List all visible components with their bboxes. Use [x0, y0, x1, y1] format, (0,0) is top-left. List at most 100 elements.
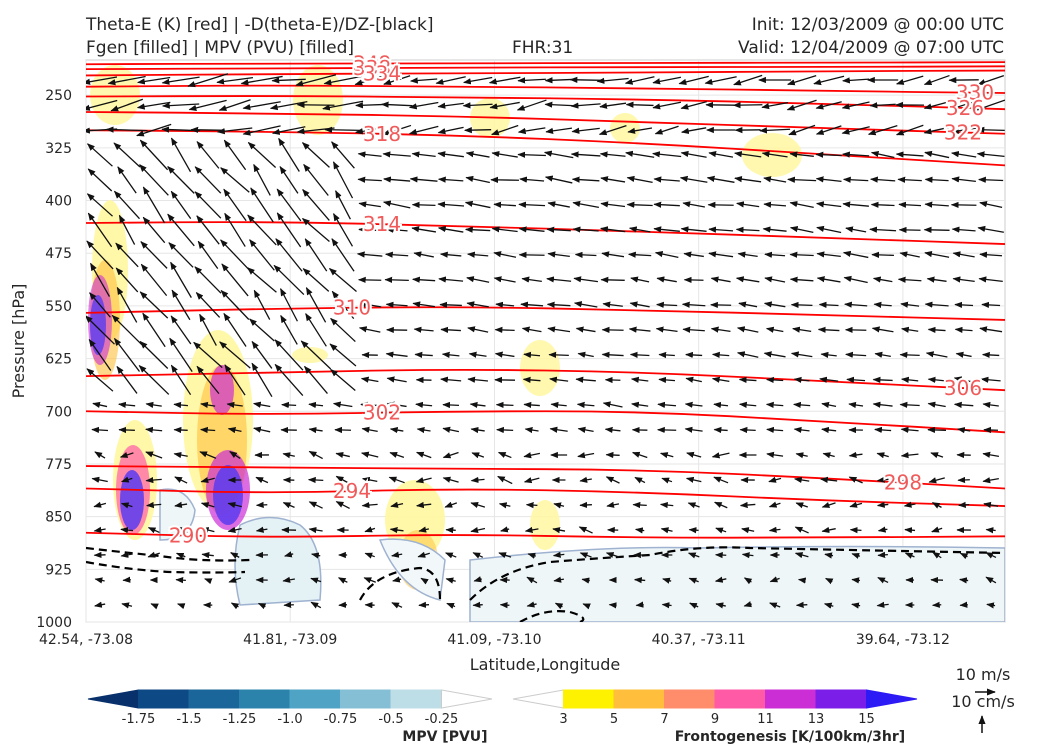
wind-vector — [119, 430, 135, 431]
colorbar-tick: -1.0 — [277, 712, 302, 727]
wind-vector — [873, 380, 892, 381]
mpv-colorbar-label: MPV [PVU] — [402, 729, 487, 745]
colorbar-swatch — [139, 690, 190, 708]
wind-vector — [714, 430, 727, 431]
wind-vector — [446, 530, 455, 531]
wind-vector — [497, 430, 513, 431]
colorbar-swatch — [564, 690, 615, 708]
colorbar-tick: -1.75 — [122, 712, 156, 727]
y-tick-label: 250 — [45, 88, 72, 104]
colorbar-tick: -0.25 — [425, 712, 459, 727]
wind-vector — [797, 605, 808, 606]
y-tick-label: 850 — [45, 510, 72, 526]
colorbar-swatch — [766, 690, 817, 708]
wind-vector — [792, 305, 813, 306]
colorbar-tick: -1.25 — [223, 712, 257, 727]
wind-vector — [878, 555, 888, 556]
vector-key-horizontal: 10 m/s — [956, 665, 1011, 684]
colorbar-swatch — [88, 690, 139, 708]
colorbar-tick: -1.5 — [176, 712, 201, 727]
wind-vector — [609, 605, 616, 606]
wind-vector — [325, 130, 361, 131]
wind-vector — [570, 80, 601, 81]
y-tick-label: 700 — [45, 404, 72, 420]
wind-vector — [626, 105, 653, 106]
wind-vector — [443, 405, 459, 406]
y-tick-label: 925 — [45, 562, 72, 578]
colorbar-tick: -0.5 — [378, 712, 403, 727]
vector-key-vertical: 10 cm/s — [951, 692, 1015, 711]
colorbar-swatch — [391, 690, 442, 708]
wind-vector — [952, 205, 977, 206]
wind-vector — [983, 355, 999, 356]
colorbar-tick: -0.75 — [324, 712, 358, 727]
colorbar-swatch — [867, 690, 918, 708]
wind-vector — [497, 405, 514, 406]
x-axis-label: Latitude,Longitude — [470, 655, 621, 674]
title-right-1: Init: 12/03/2009 @ 00:00 UTC — [752, 15, 1004, 35]
y-tick-label: 475 — [45, 246, 72, 262]
theta-e-label: 306 — [944, 376, 982, 400]
theta-e-label: 290 — [169, 524, 207, 548]
colorbar-tick: 7 — [660, 712, 668, 727]
y-tick-label: 400 — [45, 194, 72, 210]
wind-vector — [413, 205, 436, 206]
theta-e-label: 298 — [884, 471, 922, 495]
wind-vector — [905, 530, 915, 531]
colorbar-tick: 9 — [711, 712, 719, 727]
x-tick-label: 40.37, -73.11 — [652, 632, 746, 648]
wind-vector — [174, 430, 187, 431]
wind-vector — [284, 605, 294, 606]
wind-vector — [984, 430, 998, 431]
wind-vector — [309, 480, 324, 481]
colorbar-swatch — [240, 690, 291, 708]
wind-vector — [580, 505, 592, 506]
colorbar-tick: 5 — [610, 712, 618, 727]
wind-vector — [385, 280, 409, 281]
wind-vector — [282, 405, 296, 406]
colorbar-tick: 3 — [559, 712, 567, 727]
wind-vector — [257, 505, 268, 506]
wind-vector — [501, 605, 510, 606]
colorbar-swatch — [290, 690, 341, 708]
wind-vector — [955, 305, 973, 306]
title-left-2: Fgen [filled] | MPV (PVU) [filled] — [86, 38, 354, 58]
wind-vector — [601, 280, 624, 281]
colorbar-swatch — [665, 690, 716, 708]
wind-vector — [495, 330, 514, 331]
wind-vector — [686, 355, 702, 356]
colorbar-swatch — [341, 690, 392, 708]
wind-vector — [491, 180, 519, 181]
x-tick-label: 41.81, -73.09 — [243, 632, 337, 648]
wind-vector — [872, 255, 894, 256]
wind-vector — [636, 605, 643, 606]
colorbar-tick: 13 — [808, 712, 825, 727]
wind-vector — [924, 230, 949, 231]
wind-vector — [549, 355, 569, 356]
y-axis-label: Pressure [hPa] — [9, 284, 28, 399]
wind-vector — [900, 355, 919, 356]
x-tick-label: 39.64, -73.12 — [856, 632, 950, 648]
wind-vector — [606, 455, 619, 456]
colorbar-swatch — [442, 690, 493, 708]
wind-vector — [527, 505, 538, 506]
wind-vector — [689, 530, 698, 531]
wind-vector — [473, 605, 482, 606]
theta-e-label: 334 — [363, 62, 401, 86]
theta-e-label: 318 — [363, 122, 401, 146]
wind-vector — [633, 505, 647, 506]
theta-e-label: 322 — [944, 120, 982, 144]
wind-vector — [928, 430, 946, 431]
wind-vector — [734, 105, 763, 106]
y-tick-label: 625 — [45, 352, 72, 368]
wind-vector — [419, 605, 429, 606]
colorbar-tick: 11 — [757, 712, 774, 727]
wind-vector — [959, 505, 969, 506]
y-tick-label: 775 — [45, 457, 72, 473]
wind-vector — [359, 280, 382, 281]
wind-vector — [933, 605, 942, 606]
wind-vector — [176, 580, 186, 581]
